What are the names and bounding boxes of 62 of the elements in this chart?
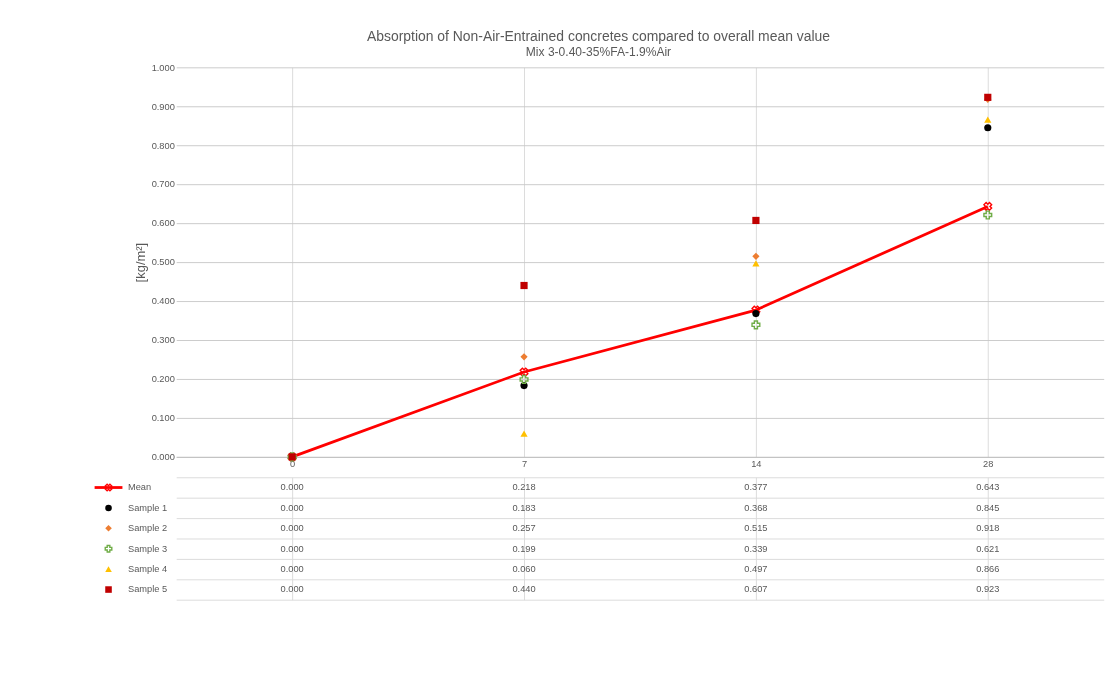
y-tick-label: 0.900 xyxy=(151,101,175,112)
y-tick-label: 0.400 xyxy=(151,296,175,307)
y-tick-label: 0.000 xyxy=(151,452,175,463)
data-label: 0.199 xyxy=(512,543,536,554)
y-tick-label: 0.800 xyxy=(151,140,175,151)
data-label: 0.621 xyxy=(976,543,1000,554)
legend-label: Mean xyxy=(128,482,152,493)
legend-label: Sample 4 xyxy=(128,563,168,574)
point xyxy=(520,281,528,290)
y-tick-label: 0.700 xyxy=(151,179,175,190)
data-label: 0.257 xyxy=(512,523,536,534)
data-label: 0.000 xyxy=(280,563,304,574)
point xyxy=(984,124,992,132)
data-label: 0.607 xyxy=(744,584,768,595)
data-label: 0.000 xyxy=(280,584,304,595)
data-label: 0.845 xyxy=(976,502,1000,513)
data-label: 0.060 xyxy=(512,563,536,574)
x-tick-label: 0 xyxy=(290,458,296,469)
point xyxy=(984,116,992,123)
chart-subtitle: Mix 3-0.40-35%FA-1.9%Air xyxy=(525,45,672,60)
legend-label: Sample 5 xyxy=(128,584,168,595)
y-tick-label: 0.200 xyxy=(151,374,175,385)
chart-title: Absorption of Non-Air-Entrained concretes compared to overall mean value xyxy=(366,28,831,45)
data-label: 0.000 xyxy=(280,543,304,554)
point xyxy=(752,252,760,260)
x-tick-label: 7 xyxy=(521,458,528,469)
x-tick-label: 28 xyxy=(983,458,994,469)
data-label: 0.497 xyxy=(744,563,768,574)
data-label: 0.339 xyxy=(744,543,768,554)
y-axis-title: [kg/m²] xyxy=(133,242,149,283)
data-label: 0.643 xyxy=(976,482,1000,493)
data-label: 0.866 xyxy=(976,563,1000,574)
data-label: 0.440 xyxy=(512,584,536,595)
data-label: 0.183 xyxy=(512,502,536,513)
x-tick-label: 14 xyxy=(751,458,762,469)
text: 0.000 xyxy=(280,502,304,513)
point xyxy=(520,353,528,361)
point xyxy=(752,309,760,318)
data-label: 0.923 xyxy=(976,584,1000,595)
data-label: 0.000 xyxy=(280,482,304,493)
point xyxy=(983,210,993,220)
data-label: 0.368 xyxy=(744,502,768,513)
point xyxy=(752,216,760,225)
point xyxy=(519,367,529,377)
point xyxy=(751,320,761,330)
y-tick-label: 0.500 xyxy=(151,257,175,268)
data-label: 0.377 xyxy=(744,482,768,493)
y-tick-label: 1.000 xyxy=(151,62,175,73)
point xyxy=(520,430,528,437)
legend-label: Sample 1 xyxy=(128,502,168,513)
point xyxy=(519,374,529,384)
data-label: 0.218 xyxy=(512,482,536,493)
point xyxy=(983,201,993,211)
data-label: 0.515 xyxy=(744,523,768,534)
y-tick-label: 0.600 xyxy=(151,218,175,229)
legend-label: Sample 3 xyxy=(128,543,168,554)
legend-label: Sample 2 xyxy=(128,523,168,534)
text: 0.000 xyxy=(280,523,304,534)
y-tick-label: 0.100 xyxy=(151,413,175,424)
point xyxy=(751,305,761,315)
y-tick-label: 0.300 xyxy=(151,335,175,346)
data-label: 0.918 xyxy=(976,523,1000,534)
